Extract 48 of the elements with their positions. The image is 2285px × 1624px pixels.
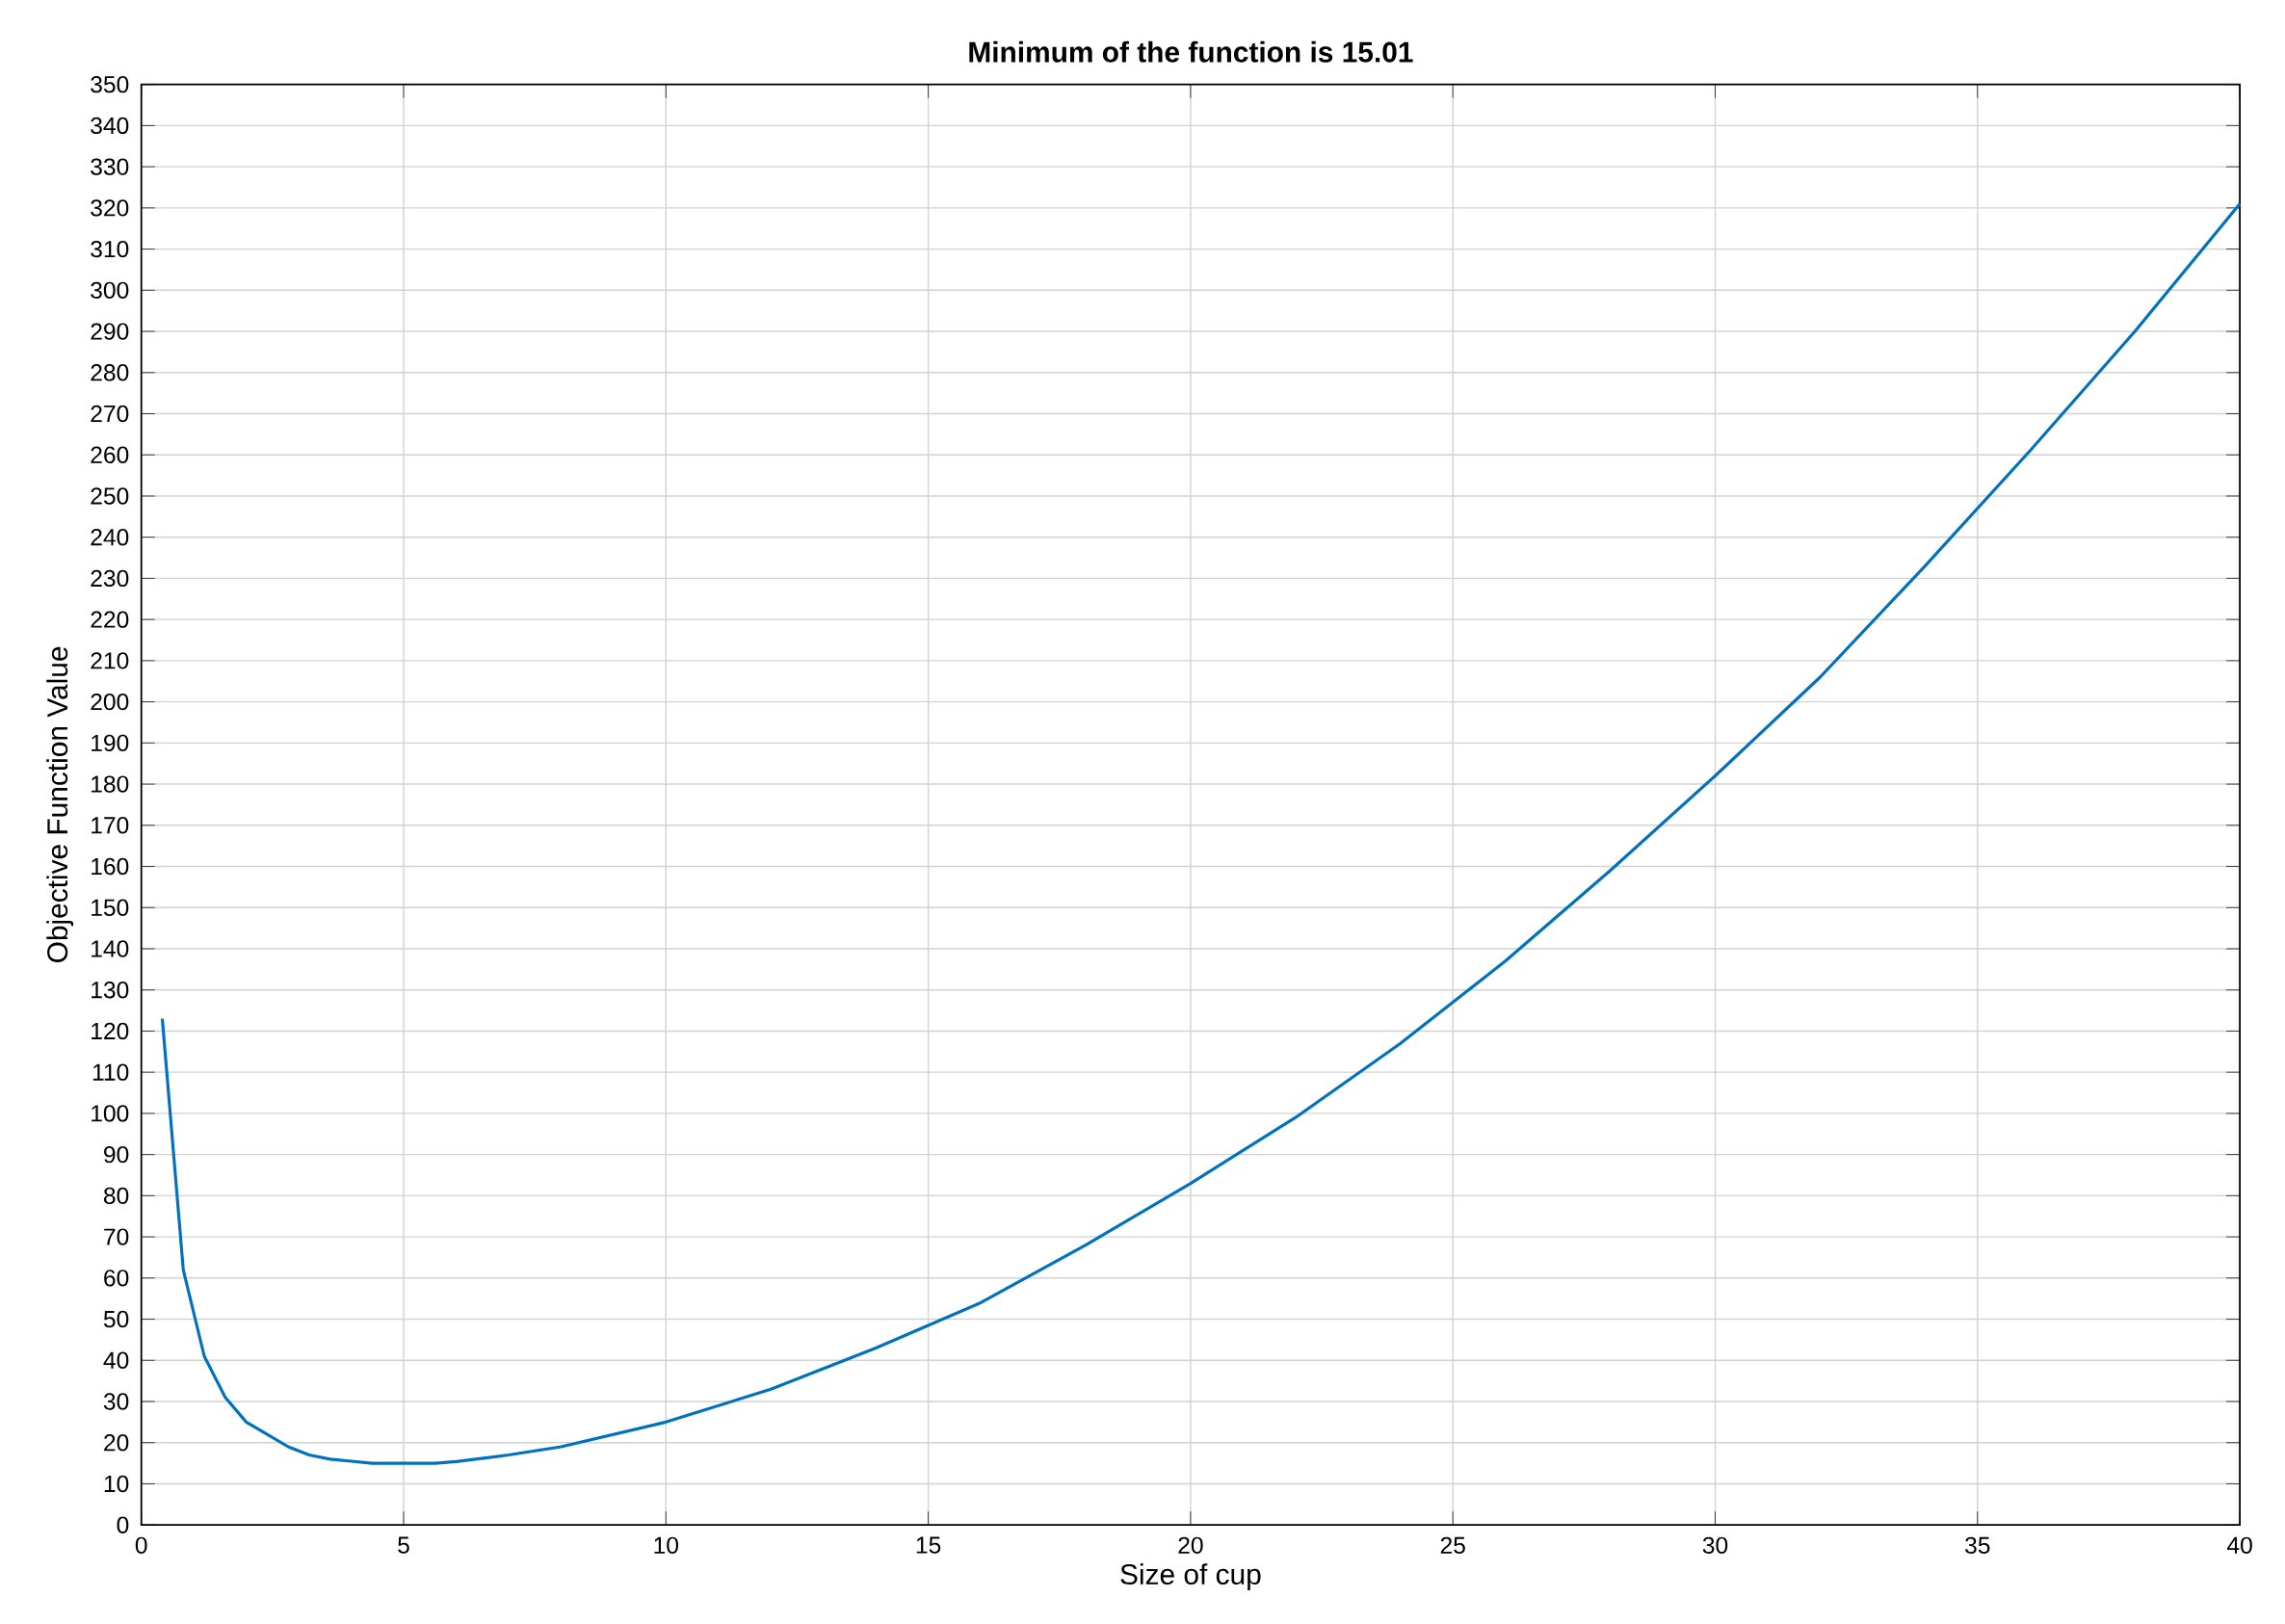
y-tick-label: 120	[92, 1022, 129, 1040]
y-tick-label: 250	[91, 487, 129, 505]
y-tick-label: 270	[91, 405, 129, 423]
y-tick-label: 240	[91, 529, 129, 546]
x-tick-label: 5	[398, 1536, 409, 1554]
y-tick-label: 320	[91, 199, 129, 217]
y-tick-label: 130	[92, 982, 129, 999]
y-tick-label: 60	[104, 1270, 129, 1287]
y-tick-label: 190	[92, 734, 129, 752]
x-tick-label: 15	[916, 1536, 941, 1554]
y-tick-label: 30	[103, 1393, 129, 1410]
y-tick-label: 340	[91, 117, 129, 135]
y-tick-label: 0	[117, 1516, 129, 1533]
y-tick-label: 180	[92, 775, 129, 793]
y-tick-label: 160	[92, 857, 129, 876]
y-tick-label: 70	[104, 1228, 129, 1245]
y-tick-label: 90	[104, 1145, 129, 1164]
x-tick-label: 30	[1702, 1536, 1728, 1554]
y-tick-label: 220	[91, 611, 129, 628]
y-tick-label: 140	[92, 940, 129, 957]
y-tick-label: 80	[103, 1187, 129, 1205]
y-tick-label: 330	[91, 158, 129, 175]
y-tick-label: 280	[91, 364, 129, 381]
y-tick-label: 150	[92, 899, 129, 916]
x-tick-label: 10	[654, 1536, 679, 1554]
x-tick-label: 25	[1440, 1536, 1465, 1554]
y-tick-label: 310	[91, 240, 129, 258]
chart-title: Minimum of the function is 15.01	[969, 40, 1413, 63]
y-tick-label: 40	[103, 1351, 129, 1369]
y-tick-label: 300	[91, 281, 129, 300]
y-tick-label: 50	[103, 1310, 129, 1328]
y-axis-title: Objective Function Value	[46, 646, 74, 962]
x-tick-label: 0	[135, 1536, 147, 1554]
y-tick-label: 210	[91, 652, 129, 669]
y-tick-label: 170	[92, 817, 129, 834]
y-tick-label: 20	[104, 1434, 129, 1452]
y-tick-label: 290	[91, 323, 129, 340]
y-tick-label: 230	[91, 569, 129, 588]
y-tick-label: 100	[92, 1105, 129, 1122]
y-tick-label: 10	[104, 1475, 129, 1493]
y-tick-label: 110	[92, 1063, 129, 1081]
x-tick-label: 35	[1965, 1536, 1990, 1554]
y-tick-label: 350	[91, 76, 129, 93]
x-tick-label: 20	[1178, 1536, 1203, 1554]
y-tick-label: 200	[91, 693, 129, 711]
x-axis-title: Size of cup	[1120, 1563, 1261, 1590]
y-tick-label: 260	[91, 446, 129, 463]
x-tick-label: 40	[2226, 1536, 2252, 1554]
